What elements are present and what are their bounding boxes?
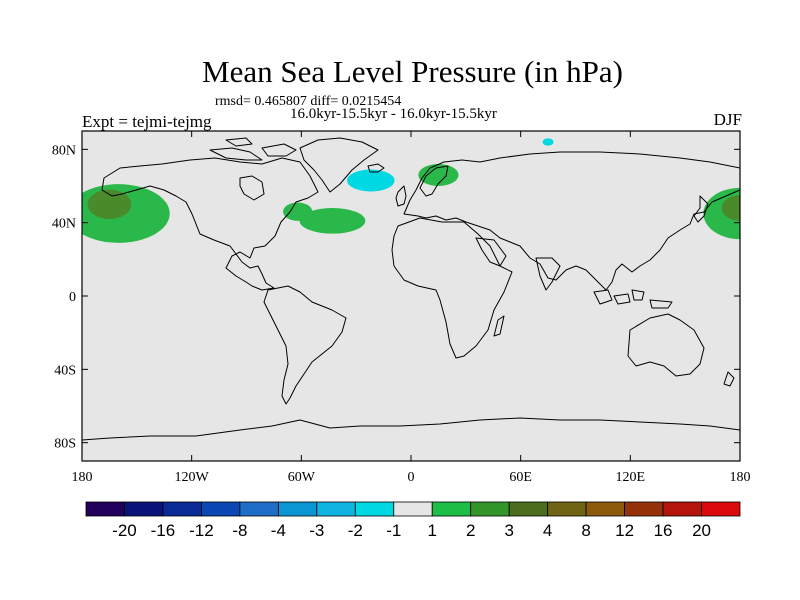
coastline-britain xyxy=(395,185,407,207)
colorbar-swatch xyxy=(585,501,625,517)
colorbar-label: 3 xyxy=(504,521,513,540)
colorbar-swatch xyxy=(239,501,279,517)
colorbar-label: 20 xyxy=(692,521,711,540)
coastlines xyxy=(82,137,740,441)
lat-tick-label: 0 xyxy=(69,290,76,305)
map-ticks: 180 120W 60W 0 60E 120E 180 80N 40N 0 40S 80S xyxy=(52,131,751,485)
coastline-north-america xyxy=(101,157,319,291)
map-background xyxy=(82,131,740,461)
colorbar-swatch xyxy=(201,501,241,517)
lat-tick-label: 40S xyxy=(54,363,76,378)
lon-tick-label: 60E xyxy=(509,470,532,485)
coastline-eurasia xyxy=(403,151,740,291)
coastline-canadian-arctic xyxy=(209,137,297,161)
anomaly-shading xyxy=(82,138,740,243)
colorbar-label: 2 xyxy=(466,521,475,540)
lat-tick-label: 40N xyxy=(52,217,76,232)
colorbar-swatch xyxy=(354,501,395,517)
coastline-new-zealand xyxy=(723,371,735,387)
colorbar-swatch xyxy=(547,501,587,517)
anomaly-north-atlantic-positive xyxy=(299,208,366,234)
colorbar-swatch xyxy=(85,501,125,517)
coastline-africa xyxy=(391,217,513,359)
coastline-hudson-bay xyxy=(239,175,265,201)
lon-tick-label: 180 xyxy=(72,470,93,485)
coastline-australia xyxy=(627,313,705,377)
coastline-south-america xyxy=(263,285,347,405)
colorbar-swatch xyxy=(431,501,472,517)
anomaly-north-pacific-positive-east-core xyxy=(87,189,132,219)
period-line: 16.0kyr-15.5kyr - 16.0kyr-15.5kyr xyxy=(290,106,497,122)
colorbar-label: -1 xyxy=(386,521,401,540)
anomaly-north-atlantic-positive-west xyxy=(283,202,313,221)
coastline-scandinavia xyxy=(419,165,449,197)
lon-tick-label: 120W xyxy=(175,470,210,485)
lat-tick-label: 80N xyxy=(52,143,76,158)
statistics-line: rmsd= 0.465807 diff= 0.0215454 xyxy=(215,94,402,109)
colorbar-label: -4 xyxy=(271,521,286,540)
colorbar-label: 12 xyxy=(615,521,634,540)
lat-tick-label: 80S xyxy=(54,437,76,452)
lon-tick-label: 0 xyxy=(408,470,415,485)
colorbar-swatch xyxy=(470,501,510,517)
colorbar-swatch xyxy=(624,501,664,517)
colorbar-label: -20 xyxy=(112,521,137,540)
colorbar-label: -12 xyxy=(189,521,214,540)
lon-tick-label: 120E xyxy=(616,470,646,485)
colorbar-swatch xyxy=(162,501,202,517)
anomaly-north-pacific-positive-west-core xyxy=(721,195,740,221)
lon-tick-label: 60W xyxy=(288,470,316,485)
coastline-antarctica xyxy=(82,417,740,441)
experiment-label: Expt = tejmi-tejmg xyxy=(82,112,212,131)
coastline-japan xyxy=(693,195,709,223)
coastline-arabia xyxy=(475,237,507,267)
lon-tick-label: 180 xyxy=(730,470,751,485)
colorbar-label: -16 xyxy=(151,521,176,540)
anomaly-arctic-negative xyxy=(542,138,554,146)
colorbar-swatch xyxy=(662,501,702,517)
colorbar-swatch xyxy=(508,501,549,517)
colorbar-label: 8 xyxy=(581,521,590,540)
coastline-india xyxy=(535,257,561,291)
colorbar-swatch xyxy=(124,501,164,517)
anomaly-iceland-negative xyxy=(347,169,395,192)
colorbar: -20 -16 -12 -8 -4 -3 -2 -1 1 2 3 4 8 12 16 20 xyxy=(85,501,741,540)
colorbar-label: -3 xyxy=(309,521,324,540)
coastline-iceland xyxy=(367,163,385,173)
colorbar-swatch xyxy=(393,501,433,517)
colorbar-swatch xyxy=(701,501,741,517)
colorbar-label: -8 xyxy=(232,521,247,540)
coastline-madagascar xyxy=(493,315,505,337)
season-label: DJF xyxy=(713,110,742,129)
colorbar-swatch xyxy=(316,501,356,517)
colorbar-label: -2 xyxy=(348,521,363,540)
colorbar-swatch xyxy=(277,501,318,517)
colorbar-label: 4 xyxy=(543,521,552,540)
coastline-indonesia xyxy=(593,289,673,309)
colorbar-label: 1 xyxy=(428,521,437,540)
colorbar-label: 16 xyxy=(654,521,673,540)
map-title: Mean Sea Level Pressure (in hPa) xyxy=(202,54,623,89)
coastline-greenland xyxy=(299,137,379,193)
